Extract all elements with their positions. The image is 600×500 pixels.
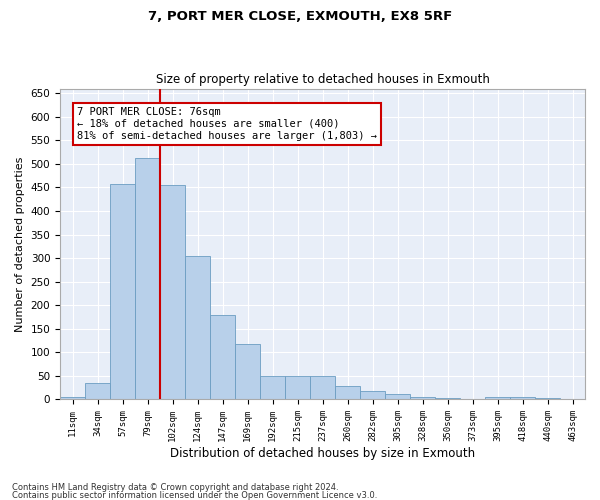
Y-axis label: Number of detached properties: Number of detached properties bbox=[15, 156, 25, 332]
Bar bbox=[85, 383, 110, 400]
Bar bbox=[435, 398, 460, 400]
Bar bbox=[285, 376, 310, 400]
Text: Contains HM Land Registry data © Crown copyright and database right 2024.: Contains HM Land Registry data © Crown c… bbox=[12, 484, 338, 492]
Bar bbox=[335, 386, 360, 400]
Bar bbox=[535, 398, 560, 400]
Bar bbox=[385, 394, 410, 400]
Bar bbox=[110, 184, 135, 400]
Bar bbox=[410, 397, 435, 400]
Bar bbox=[310, 376, 335, 400]
Bar bbox=[360, 391, 385, 400]
Text: 7, PORT MER CLOSE, EXMOUTH, EX8 5RF: 7, PORT MER CLOSE, EXMOUTH, EX8 5RF bbox=[148, 10, 452, 23]
Bar bbox=[160, 185, 185, 400]
Bar bbox=[510, 397, 535, 400]
Bar bbox=[235, 344, 260, 400]
Text: 7 PORT MER CLOSE: 76sqm
← 18% of detached houses are smaller (400)
81% of semi-d: 7 PORT MER CLOSE: 76sqm ← 18% of detache… bbox=[77, 108, 377, 140]
Bar bbox=[210, 314, 235, 400]
Bar bbox=[60, 397, 85, 400]
Bar bbox=[560, 398, 585, 400]
Bar bbox=[185, 256, 210, 400]
X-axis label: Distribution of detached houses by size in Exmouth: Distribution of detached houses by size … bbox=[170, 447, 475, 460]
Bar bbox=[135, 158, 160, 400]
Text: Contains public sector information licensed under the Open Government Licence v3: Contains public sector information licen… bbox=[12, 490, 377, 500]
Bar bbox=[485, 397, 510, 400]
Title: Size of property relative to detached houses in Exmouth: Size of property relative to detached ho… bbox=[155, 73, 490, 86]
Bar bbox=[260, 376, 285, 400]
